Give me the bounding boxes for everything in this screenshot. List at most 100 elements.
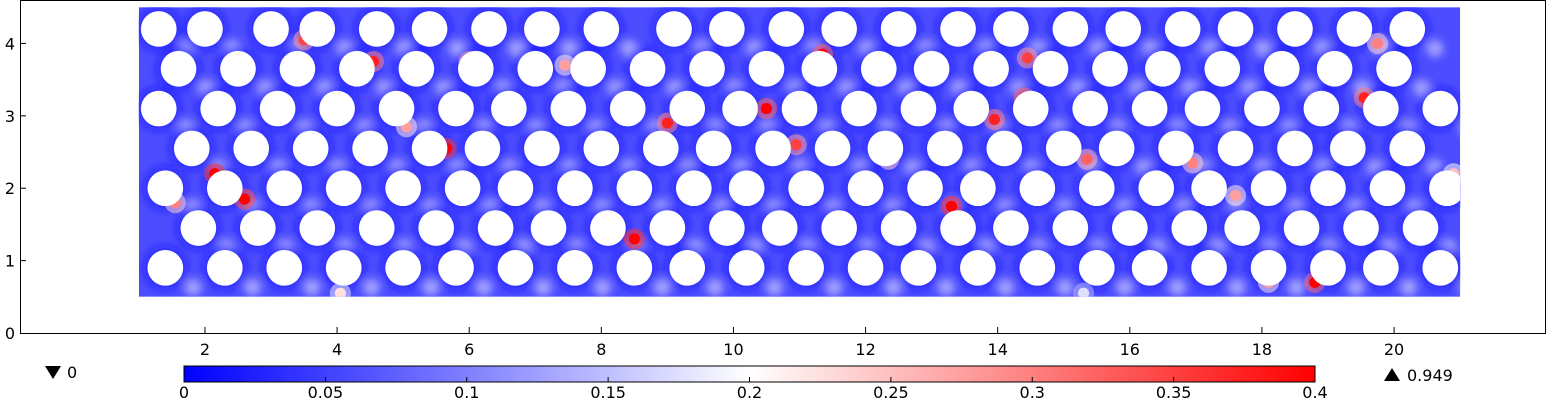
- obstacle-circle: [709, 11, 745, 47]
- obstacle-circle: [339, 50, 375, 87]
- x-tick-label: 2: [200, 340, 210, 359]
- field-light-patch: [1347, 278, 1365, 296]
- field-light-patch: [706, 278, 724, 296]
- hotspot: [945, 200, 958, 212]
- field-light-patch: [937, 278, 955, 296]
- obstacle-circle: [695, 130, 732, 167]
- obstacle-circle: [709, 210, 745, 246]
- obstacle-circle: [477, 210, 514, 246]
- obstacle-circle: [352, 130, 388, 167]
- obstacle-circle: [438, 250, 474, 286]
- obstacle-circle: [1217, 11, 1254, 47]
- obstacle-circle: [755, 130, 791, 167]
- field-light-patch: [1168, 278, 1186, 296]
- y-tick-label: 3: [5, 107, 15, 126]
- obstacle-circle: [1310, 250, 1346, 286]
- obstacle-circle: [953, 90, 990, 127]
- obstacle-circle: [1369, 170, 1406, 207]
- obstacle-circle: [1244, 90, 1280, 127]
- obstacle-circle: [609, 90, 646, 127]
- obstacle-circle: [557, 250, 593, 286]
- hotspot: [1186, 157, 1199, 169]
- obstacle-circle: [1052, 11, 1089, 47]
- obstacle-circle: [583, 130, 620, 167]
- obstacle-circle: [1422, 90, 1459, 127]
- field-light-patch: [422, 278, 440, 296]
- obstacle-circle: [444, 170, 481, 207]
- obstacle-circle: [557, 170, 593, 207]
- obstacle-circle: [986, 130, 1023, 167]
- obstacle-circle: [292, 130, 329, 167]
- obstacle-circle: [781, 90, 818, 127]
- obstacle-circle: [821, 11, 857, 47]
- min-indicator: 0: [45, 363, 77, 382]
- hotspot: [1021, 52, 1034, 64]
- obstacle-circle: [1343, 210, 1379, 246]
- field-light-patch: [184, 278, 202, 296]
- obstacle-circle: [1283, 210, 1320, 246]
- field-light-patch: [653, 278, 671, 296]
- obstacle-circle: [642, 130, 679, 167]
- obstacle-circle: [325, 170, 362, 207]
- obstacle-circle: [266, 170, 303, 207]
- obstacle-circle: [319, 90, 355, 127]
- obstacle-circle: [1277, 130, 1313, 167]
- obstacle-circle: [1336, 11, 1373, 47]
- colorbar-ticks: 0 0.05 0.1 0.15 0.2 0.25 0.3 0.35 0.4: [179, 377, 1328, 402]
- obstacle-circle: [206, 250, 243, 286]
- obstacle-circle: [497, 170, 534, 207]
- obstacle-circle: [788, 250, 824, 286]
- obstacle-circle: [1389, 130, 1426, 167]
- colorbar-tick-label: 0.15: [590, 383, 626, 402]
- field-light-patch: [1426, 39, 1444, 58]
- obstacle-circle: [880, 210, 917, 246]
- obstacle-circle: [1158, 130, 1194, 167]
- hotspot: [661, 117, 674, 129]
- obstacle-circle: [860, 50, 897, 87]
- field-light-patch: [825, 278, 843, 296]
- hotspot: [1077, 287, 1090, 297]
- min-value-label: 0: [67, 363, 77, 382]
- obstacle-circle: [1105, 11, 1142, 47]
- max-indicator: 0.949: [1384, 366, 1453, 385]
- field-light-patch: [362, 278, 381, 296]
- obstacle-circle: [1303, 90, 1340, 127]
- obstacle-circle: [457, 50, 494, 87]
- obstacle-circle: [160, 50, 197, 87]
- obstacle-circle: [233, 130, 270, 167]
- field-light-patch: [1466, 199, 1483, 216]
- obstacle-circle: [960, 170, 996, 207]
- obstacle-circle: [1138, 170, 1175, 207]
- hotspot: [238, 193, 251, 205]
- field-light-patch: [243, 278, 262, 296]
- obstacle-circle: [814, 130, 851, 167]
- obstacle-circle: [1363, 90, 1399, 127]
- obstacle-circle: [1402, 210, 1439, 246]
- obstacle-circle: [1250, 170, 1287, 207]
- hotspot: [1229, 189, 1242, 202]
- x-tick-label: 8: [596, 340, 606, 359]
- obstacle-circle: [1164, 11, 1201, 47]
- obstacle-circle: [438, 90, 474, 127]
- obstacle-circle: [728, 170, 765, 207]
- obstacle-circle: [768, 11, 805, 47]
- axes-frame: [20, 0, 1546, 334]
- obstacle-circle: [1316, 50, 1353, 87]
- obstacle-layer: [140, 11, 1461, 286]
- obstacle-circle: [180, 210, 217, 246]
- obstacle-circle: [1329, 130, 1366, 167]
- obstacle-circle: [1045, 130, 1082, 167]
- obstacle-circle: [140, 90, 177, 127]
- obstacle-circle: [1263, 50, 1300, 87]
- obstacle-circle: [524, 11, 560, 47]
- obstacle-circle: [1019, 170, 1056, 207]
- field-light-patch: [303, 278, 321, 296]
- obstacle-circle: [411, 130, 448, 167]
- field-light-patch: [1400, 278, 1418, 296]
- hotspot: [1081, 153, 1093, 165]
- obstacle-circle: [1012, 90, 1049, 127]
- obstacle-circle: [220, 50, 256, 87]
- obstacle-circle: [880, 11, 917, 47]
- obstacle-circle: [147, 250, 184, 286]
